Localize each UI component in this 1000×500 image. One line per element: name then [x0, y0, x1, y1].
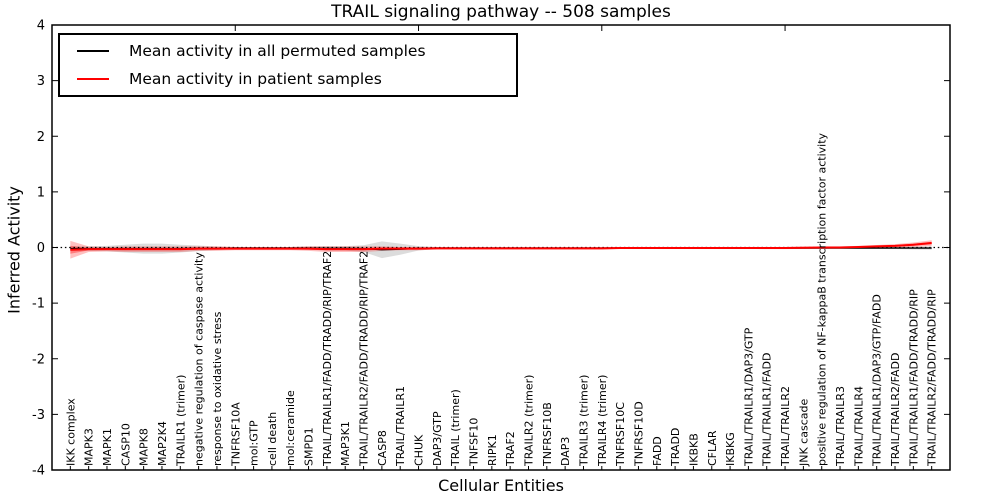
- y-tick-label: 3: [37, 74, 45, 89]
- x-tick-label: TRAILR2 (trimer): [522, 375, 535, 467]
- x-tick-label: TRAIL/TRAILR1/FADD/TRADD/RIP/TRAF2: [321, 251, 334, 467]
- x-tick-label: mol:GTP: [248, 420, 261, 466]
- x-tick-label: SMPD1: [303, 427, 316, 466]
- y-tick-label: -1: [32, 297, 45, 312]
- x-tick-label: TNFRSF10B: [541, 402, 554, 467]
- y-tick-label: -4: [32, 464, 45, 479]
- x-tick-label: negative regulation of caspase activity: [193, 252, 206, 466]
- chart-title: TRAIL signaling pathway -- 508 samples: [331, 2, 671, 22]
- x-tick-label: TRAILR1 (trimer): [174, 375, 187, 467]
- x-tick-label: FADD: [651, 436, 664, 466]
- x-tick-label: CASP10: [119, 423, 132, 466]
- x-tick-label: CHUK: [413, 434, 426, 466]
- x-tick-label: TRAIL/TRAILR2/FADD/TRADD/RIP/TRAF2: [358, 251, 371, 467]
- y-tick-label: 2: [37, 130, 45, 145]
- x-tick-label: MAPK8: [138, 428, 151, 466]
- x-tick-label: response to oxidative stress: [211, 311, 224, 466]
- x-tick-label: TRAF2: [504, 431, 517, 467]
- x-tick-label: TNFRSF10A: [229, 402, 242, 467]
- x-tick-label: TRAIL/TRAILR2/FADD: [889, 353, 902, 467]
- x-axis-title: Cellular Entities: [438, 476, 564, 495]
- x-tick-label: DAP3: [559, 437, 572, 466]
- x-tick-label: TNFRSF10C: [614, 402, 627, 467]
- x-tick-label: TRAIL/TRAILR2: [779, 386, 792, 467]
- x-tick-label: TRAIL/TRAILR1/DAP3/GTP/FADD: [871, 294, 884, 467]
- legend-item-permuted: Mean activity in all permuted samples: [60, 37, 516, 65]
- y-tick-label: 0: [37, 241, 45, 256]
- legend-label-permuted: Mean activity in all permuted samples: [129, 42, 426, 60]
- x-tick-label: TRADD: [669, 428, 682, 467]
- legend-item-patient: Mean activity in patient samples: [60, 65, 516, 93]
- x-tick-label: IKBKG: [724, 432, 737, 466]
- x-tick-label: MAPK1: [101, 428, 114, 466]
- x-tick-label: TNFRSF10D: [632, 401, 645, 467]
- x-tick-label: CASP8: [376, 430, 389, 466]
- x-tick-label: MAP2K4: [156, 421, 169, 466]
- x-tick-label: cell death: [266, 412, 279, 466]
- x-tick-label: DAP3/GTP: [431, 411, 444, 466]
- x-tick-label: MAP3K1: [339, 421, 352, 466]
- x-tick-label: RIPK1: [486, 434, 499, 466]
- x-tick-label: TRAIL/TRAILR1/DAP3/GTP: [742, 327, 755, 467]
- x-tick-label: TRAIL/TRAILR4: [852, 386, 865, 467]
- y-tick-label: 4: [37, 19, 45, 34]
- x-tick-label: TRAIL (trimer): [449, 389, 462, 467]
- x-tick-label: IKBKB: [687, 433, 700, 466]
- patient-mean-line: [70, 242, 932, 251]
- legend-box: Mean activity in all permuted samples Me…: [58, 33, 518, 97]
- x-tick-label: MAPK3: [83, 428, 96, 466]
- x-tick-label: TRAIL/TRAILR2/FADD/TRADD/RIP: [926, 289, 939, 467]
- x-tick-label: TRAIL/TRAILR1/FADD: [761, 353, 774, 467]
- x-tick-label: JNK cascade: [797, 399, 810, 467]
- x-tick-label: TRAILR3 (trimer): [577, 375, 590, 467]
- x-tick-label: IKK complex: [64, 398, 77, 466]
- y-axis-title: Inferred Activity: [4, 186, 24, 314]
- legend-label-patient: Mean activity in patient samples: [129, 70, 382, 88]
- x-tick-label: TRAIL/TRAILR1/FADD/TRADD/RIP: [907, 289, 920, 467]
- x-tick-label: CFLAR: [706, 430, 719, 466]
- x-tick-label: TRAIL/TRAILR1: [394, 386, 407, 467]
- x-tick-label: mol:ceramide: [284, 390, 297, 466]
- y-tick-label: -3: [32, 408, 45, 423]
- y-tick-label: 1: [37, 185, 45, 200]
- x-tick-label: TNFSF10: [468, 418, 481, 467]
- y-tick-label: -2: [32, 352, 45, 367]
- patient-line-swatch: [77, 78, 109, 80]
- patient-band: [70, 240, 932, 259]
- plot-border: [51, 24, 951, 471]
- x-tick-label: TRAILR4 (trimer): [596, 375, 609, 467]
- permuted-line-swatch: [77, 50, 109, 52]
- x-tick-label: TRAIL/TRAILR3: [834, 386, 847, 467]
- x-tick-label: positive regulation of NF-kappaB transcr…: [816, 132, 829, 466]
